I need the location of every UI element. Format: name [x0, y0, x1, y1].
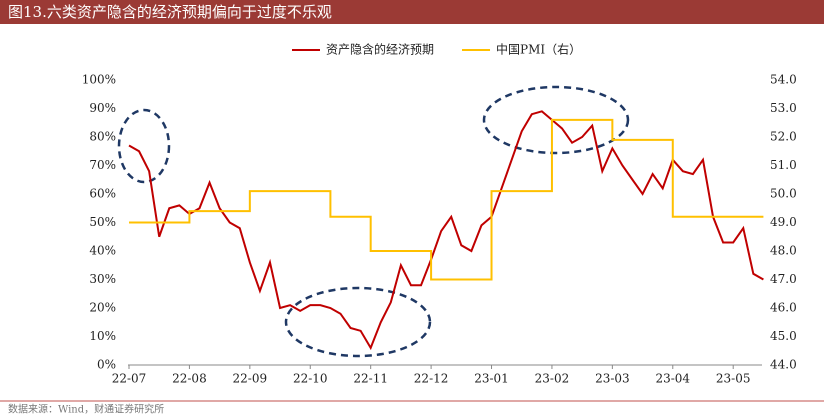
x-tick-label: 23-03: [595, 372, 630, 386]
x-tick-label: 22-07: [112, 372, 147, 386]
y-tick-label: 20%: [89, 301, 116, 315]
x-tick-label: 22-11: [353, 372, 388, 386]
y2-tick-label: 52.0: [770, 130, 797, 144]
y2-tick-label: 53.0: [770, 101, 797, 115]
y-tick-label: 80%: [89, 130, 116, 144]
y2-tick-label: 47.0: [770, 272, 797, 286]
y-tick-label: 30%: [89, 272, 116, 286]
x-tick-label: 22-10: [293, 372, 328, 386]
x-tick-label: 23-05: [716, 372, 751, 386]
y2-tick-label: 46.0: [770, 301, 797, 315]
y-tick-label: 50%: [89, 215, 116, 229]
series-line: [129, 118, 764, 281]
x-tick-label: 23-02: [535, 372, 570, 386]
y2-tick-label: 44.0: [770, 358, 797, 372]
y2-tick-label: 54.0: [770, 73, 797, 87]
y-tick-label: 40%: [89, 244, 116, 258]
y-tick-label: 10%: [89, 329, 116, 343]
x-tick-label: 22-09: [233, 372, 268, 386]
y-tick-label: 70%: [89, 158, 116, 172]
highlight-ellipses: [117, 85, 630, 358]
y2-tick-label: 51.0: [770, 158, 797, 172]
source-note: 数据来源：Wind，财通证券研究所: [8, 403, 164, 414]
y-tick-label: 0%: [97, 358, 116, 372]
y2-tick-label: 49.0: [770, 215, 797, 229]
legend-label: 中国PMI（右）: [496, 42, 581, 57]
y2-tick-label: 45.0: [770, 329, 797, 343]
title-bar: [0, 0, 824, 24]
y-tick-label: 60%: [89, 187, 116, 201]
y2-tick-label: 50.0: [770, 187, 797, 201]
chart-title: 图13.六类资产隐含的经济预期偏向于过度不乐观: [8, 3, 332, 21]
x-tick-label: 22-12: [414, 372, 449, 386]
y-tick-label: 100%: [82, 73, 116, 87]
series-line: [128, 110, 764, 351]
x-tick-label: 23-04: [655, 372, 690, 386]
x-tick-label: 23-01: [474, 372, 509, 386]
y2-tick-label: 48.0: [770, 244, 797, 258]
x-tick-label: 22-08: [172, 372, 207, 386]
legend-label: 资产隐含的经济预期: [326, 42, 434, 57]
y-tick-label: 90%: [89, 101, 116, 115]
